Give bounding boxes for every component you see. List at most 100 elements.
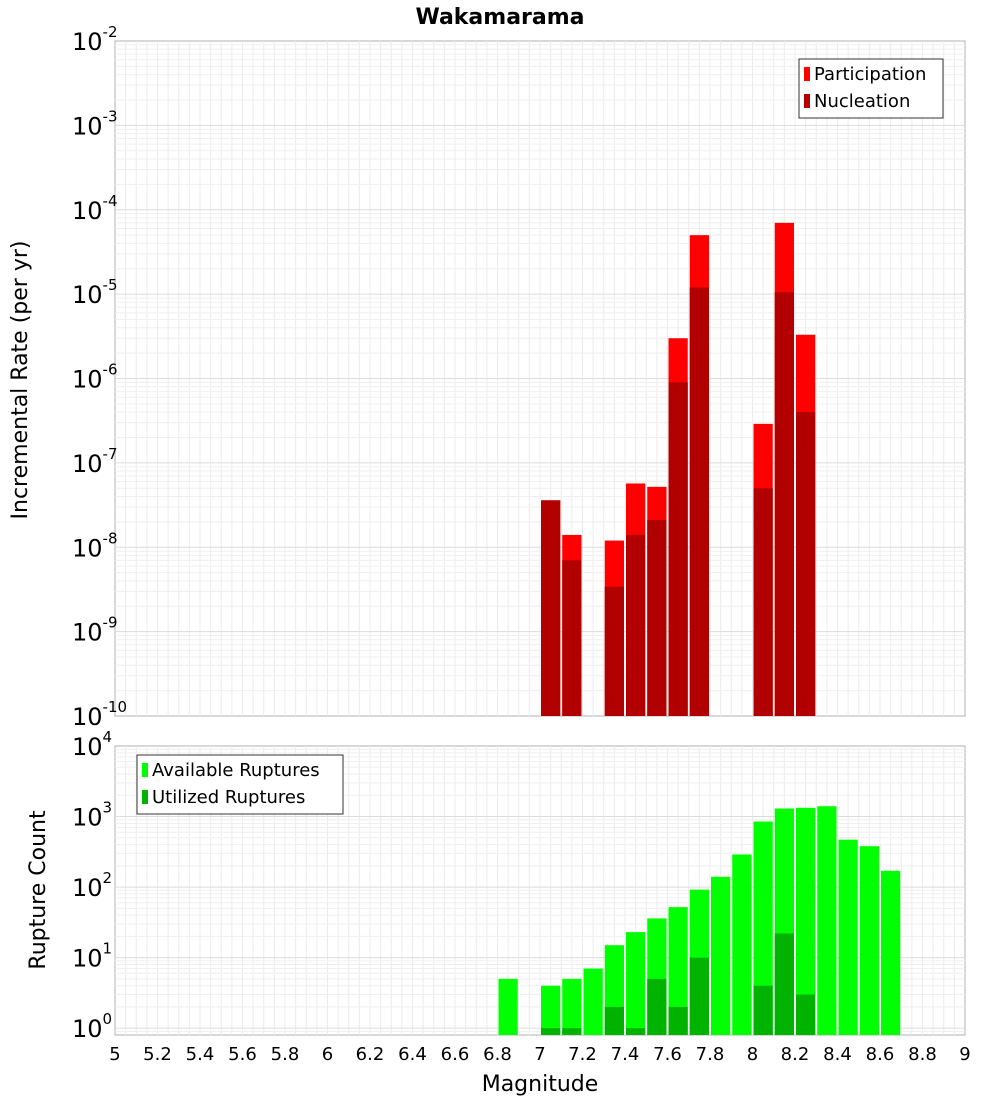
count-bar-available-ruptures	[498, 978, 518, 1035]
rate-bars	[541, 222, 816, 716]
tick-exponent: -7	[103, 445, 118, 463]
count-legend-swatch	[142, 790, 148, 804]
rate-bar-nucleation	[774, 292, 794, 716]
count-bar-available-ruptures	[583, 968, 603, 1035]
rate-y-tick-label: 10-2	[72, 23, 118, 56]
count-bar-available-ruptures	[881, 870, 901, 1035]
count-bar-available-ruptures	[753, 821, 773, 1035]
rate-bar-nucleation	[689, 287, 709, 716]
x-tick-label: 8.8	[908, 1044, 937, 1065]
x-tick-label: 7.4	[611, 1044, 640, 1065]
rate-legend-swatch	[804, 94, 810, 108]
count-legend-box	[136, 754, 344, 815]
count-bar-utilized-ruptures	[774, 933, 794, 1035]
x-tick-label: 8.4	[823, 1044, 852, 1065]
chart-title: Wakamarama	[415, 5, 584, 30]
tick-exponent: 4	[103, 728, 113, 746]
count-legend-swatch	[142, 763, 148, 777]
x-tick-label: 6.2	[356, 1044, 385, 1065]
tick-exponent: -4	[103, 192, 118, 210]
tick-exponent: -3	[103, 107, 118, 125]
rate-y-tick-label: 10-6	[72, 361, 118, 394]
x-tick-label: 6.6	[441, 1044, 470, 1065]
x-tick-label: 8.2	[781, 1044, 810, 1065]
count-bar-available-ruptures	[796, 807, 816, 1035]
tick-exponent: 1	[103, 940, 113, 958]
rate-legend-box	[798, 58, 944, 119]
rate-legend: Participation Nucleation	[798, 58, 944, 119]
rate-y-tick-label: 10-4	[72, 192, 118, 225]
tick-base: 10	[72, 1015, 103, 1043]
rate-bar-nucleation	[604, 586, 624, 716]
count-legend-label: Available Ruptures	[152, 760, 320, 781]
rate-bar-nucleation	[562, 560, 582, 716]
x-axis-label: Magnitude	[482, 1072, 599, 1097]
count-bar-available-ruptures	[711, 876, 731, 1035]
rate-bar-nucleation	[668, 382, 688, 716]
count-bar-utilized-ruptures	[541, 1028, 561, 1035]
tick-base: 10	[72, 945, 103, 973]
x-tick-label: 6.8	[483, 1044, 512, 1065]
tick-base: 10	[72, 703, 103, 731]
count-bar-available-ruptures	[838, 839, 858, 1035]
tick-exponent: -9	[103, 614, 118, 632]
count-bar-utilized-ruptures	[668, 1006, 688, 1035]
rate-y-tick-label: 10-3	[72, 107, 118, 140]
x-tick-label: 7.6	[653, 1044, 682, 1065]
x-tick-label: 5.8	[271, 1044, 300, 1065]
count-bar-available-ruptures	[626, 932, 646, 1035]
tick-exponent: -2	[103, 23, 118, 41]
x-tick-label: 5	[109, 1044, 120, 1065]
tick-base: 10	[72, 366, 103, 394]
count-bar-available-ruptures	[562, 978, 582, 1035]
x-tick-label: 6	[322, 1044, 333, 1065]
rate-y-tick-label: 10-9	[72, 614, 118, 647]
count-bars	[498, 806, 901, 1035]
tick-base: 10	[72, 804, 103, 832]
count-y-tick-label: 104	[72, 728, 112, 761]
count-bar-utilized-ruptures	[796, 994, 816, 1035]
tick-exponent: -5	[103, 276, 118, 294]
count-legend-label: Utilized Ruptures	[152, 787, 305, 808]
tick-base: 10	[72, 874, 103, 902]
x-tick-label: 7.8	[696, 1044, 725, 1065]
count-y-axis-label: Rupture Count	[26, 810, 51, 970]
x-tick-label: 9	[959, 1044, 970, 1065]
rate-grid	[115, 41, 965, 716]
rate-legend-swatch	[804, 67, 810, 81]
count-bar-utilized-ruptures	[604, 1006, 624, 1035]
tick-exponent: -6	[103, 361, 118, 379]
count-bar-utilized-ruptures	[689, 957, 709, 1035]
tick-base: 10	[72, 281, 103, 309]
count-bar-available-ruptures	[732, 854, 752, 1035]
x-tick-label: 5.4	[186, 1044, 215, 1065]
count-bar-available-ruptures	[817, 806, 837, 1035]
tick-exponent: 2	[103, 869, 113, 887]
rate-bar-nucleation	[626, 534, 646, 716]
x-tick-label: 8	[747, 1044, 758, 1065]
rate-y-tick-label: 10-5	[72, 276, 118, 309]
count-y-tick-label: 101	[72, 940, 112, 973]
rate-y-tick-label: 10-7	[72, 445, 118, 478]
tick-exponent: -8	[103, 529, 118, 547]
count-y-tick-label: 102	[72, 869, 112, 902]
x-tick-label: 6.4	[398, 1044, 427, 1065]
count-bar-utilized-ruptures	[626, 1028, 646, 1035]
tick-base: 10	[72, 450, 103, 478]
count-y-tick-label: 100	[72, 1010, 112, 1043]
tick-base: 10	[72, 197, 103, 225]
rate-y-tick-label: 10-10	[72, 698, 127, 731]
count-legend: Available Ruptures Utilized Ruptures	[136, 754, 344, 815]
tick-base: 10	[72, 28, 103, 56]
x-tick-label: 7.2	[568, 1044, 597, 1065]
count-bar-utilized-ruptures	[647, 978, 667, 1035]
tick-base: 10	[72, 733, 103, 761]
x-tick-label: 5.6	[228, 1044, 257, 1065]
rate-legend-label: Nucleation	[814, 91, 910, 112]
tick-base: 10	[72, 112, 103, 140]
tick-exponent: 3	[103, 799, 113, 817]
